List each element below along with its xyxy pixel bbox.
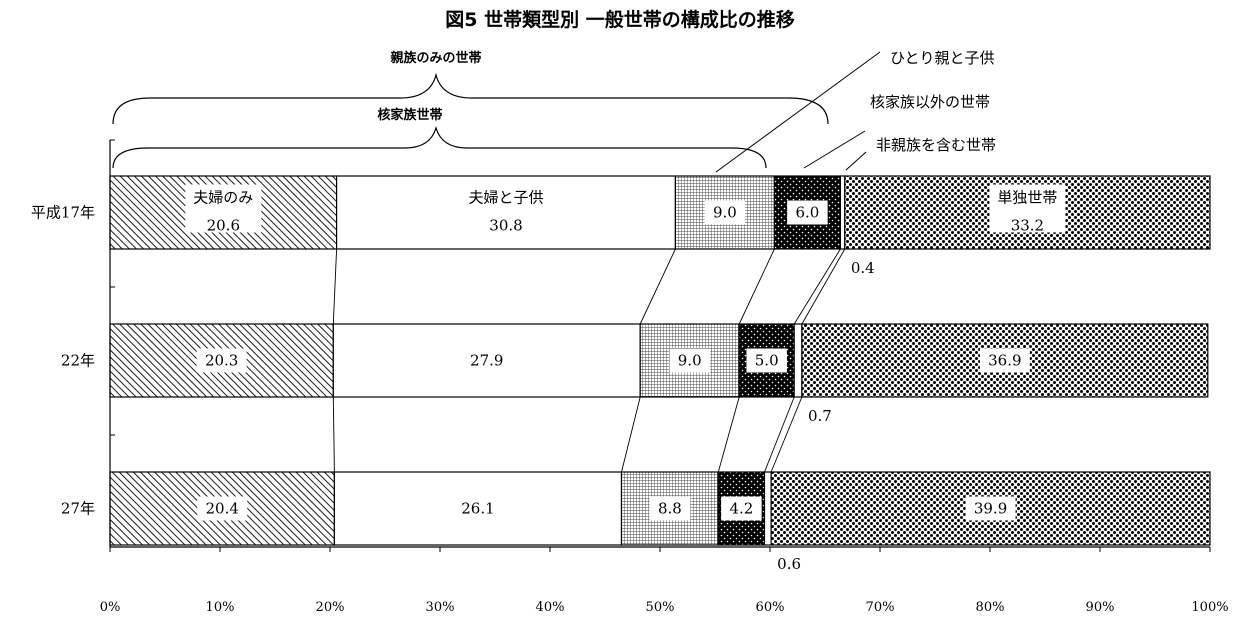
connector-line xyxy=(764,396,795,473)
data-label-box xyxy=(787,200,828,225)
bar-row xyxy=(109,323,1209,398)
data-label-box xyxy=(979,348,1030,373)
data-label-box xyxy=(721,496,762,521)
connector-line xyxy=(332,248,338,325)
category-label: 27年 xyxy=(61,500,95,518)
x-tick-label: 10% xyxy=(206,600,235,615)
axes: 平成17年 22年 27年 0% 10% 20% 30% 40% 50% 60% 70% 80% 90%… xyxy=(31,139,1229,615)
bar-segment-series-1 xyxy=(333,471,623,546)
series-name-label: 夫婦のみ xyxy=(193,189,253,207)
data-label: 0.7 xyxy=(808,407,832,425)
data-label: 36.9 xyxy=(988,352,1021,370)
connector-line xyxy=(717,396,740,473)
bar-row xyxy=(109,471,1211,546)
x-tick-label: 40% xyxy=(536,600,565,615)
connector-line xyxy=(332,396,335,473)
nuclear-family-bracket: 核家族世帯 xyxy=(112,107,767,169)
x-tick-label: 90% xyxy=(1086,600,1115,615)
callout-other-kin: 核家族以外の世帯 xyxy=(803,93,990,169)
x-tick-label: 50% xyxy=(646,600,675,615)
data-label-box xyxy=(185,184,262,233)
data-label: 33.2 xyxy=(1011,217,1044,235)
series-name-label: 夫婦と子供 xyxy=(468,189,543,207)
data-label-box xyxy=(196,348,247,373)
connector-line xyxy=(801,248,846,325)
connector-line xyxy=(738,248,775,325)
series-name-label: 単独世帯 xyxy=(997,189,1057,207)
bar-segment-series-4 xyxy=(763,471,772,546)
x-tick-label: 100% xyxy=(1191,600,1228,615)
nuclear-family-bracket-label: 核家族世帯 xyxy=(377,107,442,123)
x-tick-label: 80% xyxy=(976,600,1005,615)
bar-segment-series-1 xyxy=(332,323,641,398)
connector-line xyxy=(621,396,641,473)
data-label-box xyxy=(649,496,691,521)
data-label-box xyxy=(965,496,1016,521)
kin-only-bracket: 親族のみの世帯 xyxy=(112,50,829,125)
data-label: 30.8 xyxy=(489,217,522,235)
data-label-box xyxy=(669,348,710,373)
data-label: 26.1 xyxy=(461,500,494,518)
data-label: 9.0 xyxy=(678,352,702,370)
data-label: 0.6 xyxy=(777,555,801,573)
x-tick-label: 20% xyxy=(316,600,345,615)
callout-non-kin: 非親族を含む世帯 xyxy=(845,136,996,171)
x-tick-label: 30% xyxy=(426,600,455,615)
callout-single-parent: ひとり親と子供 xyxy=(715,49,995,173)
category-label: 平成17年 xyxy=(31,204,95,222)
data-label-box xyxy=(197,496,248,521)
data-label-box xyxy=(704,200,746,225)
connector-line xyxy=(639,248,676,325)
bar-segment-series-4 xyxy=(839,175,846,250)
bar-segment-series-4 xyxy=(793,323,803,398)
data-label: 0.4 xyxy=(851,259,875,277)
data-label: 20.3 xyxy=(205,352,238,370)
x-tick-label: 60% xyxy=(756,600,785,615)
data-label-box xyxy=(746,348,787,373)
data-label: 6.0 xyxy=(795,204,819,222)
callout-other-kin-label: 核家族以外の世帯 xyxy=(870,93,990,111)
x-tick-label: 70% xyxy=(866,600,895,615)
chart-title: 図5 世帯類型別 一般世帯の構成比の推移 xyxy=(445,8,794,31)
data-label-box xyxy=(989,184,1066,233)
bar-connector-lines xyxy=(332,248,846,473)
data-label: 5.0 xyxy=(755,352,779,370)
data-label: 4.2 xyxy=(729,500,753,518)
data-label: 9.0 xyxy=(713,204,737,222)
data-label: 20.6 xyxy=(207,217,240,235)
callout-non-kin-label: 非親族を含む世帯 xyxy=(876,136,996,154)
stacked-bars: 夫婦のみ 20.6 夫婦と子供 30.8 9.0 6.0 0.4 単独世帯 33.2 20.3 27… xyxy=(109,175,1211,573)
data-label: 20.4 xyxy=(205,500,238,518)
x-tick-label: 0% xyxy=(100,600,121,615)
connector-line xyxy=(770,396,803,473)
callout-single-parent-label: ひとり親と子供 xyxy=(890,49,995,67)
connector-line xyxy=(793,248,841,325)
kin-only-bracket-label: 親族のみの世帯 xyxy=(390,50,481,66)
bar-segment-series-1 xyxy=(336,175,676,250)
data-label: 27.9 xyxy=(470,352,503,370)
data-label: 39.9 xyxy=(974,500,1007,518)
category-label: 22年 xyxy=(61,352,95,370)
data-label: 8.8 xyxy=(658,500,682,518)
